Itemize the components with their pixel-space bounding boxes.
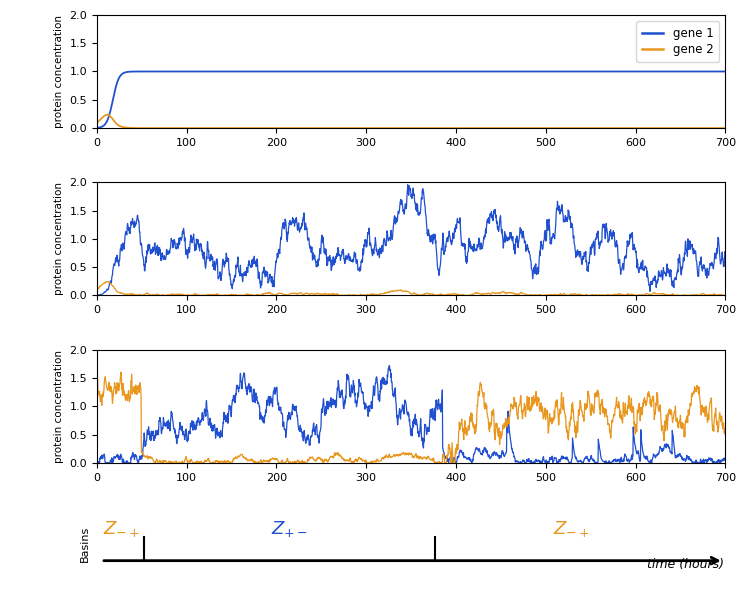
Y-axis label: protein concentration: protein concentration	[54, 350, 64, 463]
Text: $Z_{-+}$: $Z_{-+}$	[103, 519, 141, 539]
Text: time (hours): time (hours)	[647, 558, 724, 571]
Legend: gene 1, gene 2: gene 1, gene 2	[636, 21, 719, 62]
Y-axis label: Basins: Basins	[80, 526, 90, 562]
Text: $Z_{-+}$: $Z_{-+}$	[553, 519, 590, 539]
Text: $Z_{+-}$: $Z_{+-}$	[271, 519, 308, 539]
Y-axis label: protein concentration: protein concentration	[54, 15, 64, 128]
Y-axis label: protein concentration: protein concentration	[54, 183, 64, 295]
